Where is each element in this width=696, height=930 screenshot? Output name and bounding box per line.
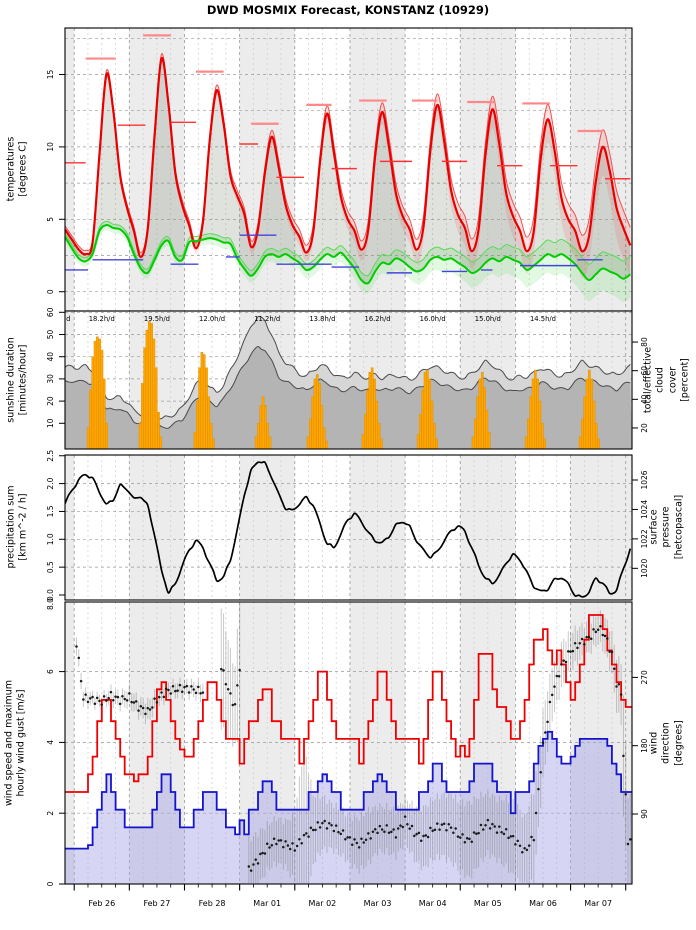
svg-text:2: 2 [46, 811, 55, 816]
svg-text:1022: 1022 [640, 529, 649, 548]
svg-text:2.5: 2.5 [46, 450, 55, 462]
svg-text:8.0: 8.0 [46, 598, 55, 610]
svg-text:14.5h/d: 14.5h/d [530, 315, 556, 323]
svg-text:1020: 1020 [640, 559, 649, 578]
svg-text:0: 0 [46, 881, 55, 886]
svg-text:6: 6 [46, 669, 55, 674]
x-axis: Feb 26 Feb 27 Feb 28 Mar 01 Mar 02 Mar 03 Mar … [73, 884, 627, 908]
svg-text:1026: 1026 [640, 470, 649, 489]
panel-wind: 0 2 4 6 8.0 90 180 270 [46, 598, 649, 887]
svg-text:90: 90 [640, 809, 649, 819]
x-day-label: Mar 07 [584, 899, 612, 908]
svg-text:1.5: 1.5 [46, 505, 55, 517]
svg-text:18.2h/d: 18.2h/d [89, 315, 115, 323]
svg-text:10: 10 [46, 142, 55, 152]
svg-text:30: 30 [46, 374, 55, 384]
svg-text:50: 50 [46, 330, 55, 340]
x-day-label: Feb 26 [88, 899, 115, 908]
svg-text:16.0h/d: 16.0h/d [420, 315, 446, 323]
svg-text:80: 80 [640, 337, 649, 347]
x-day-label: Feb 27 [143, 899, 170, 908]
svg-text:d: d [66, 315, 70, 323]
svg-text:13.8h/d: 13.8h/d [309, 315, 335, 323]
svg-text:20: 20 [640, 423, 649, 433]
x-day-label: Mar 02 [308, 899, 336, 908]
svg-text:5: 5 [46, 217, 55, 222]
svg-text:15.0h/d: 15.0h/d [475, 315, 501, 323]
svg-text:0.0: 0.0 [46, 589, 55, 601]
svg-text:40: 40 [640, 394, 649, 404]
svg-text:20: 20 [46, 396, 55, 406]
svg-text:180: 180 [640, 738, 649, 753]
x-day-label: Mar 06 [529, 899, 557, 908]
svg-text:12.0h/d: 12.0h/d [199, 315, 225, 323]
svg-text:40: 40 [46, 352, 55, 362]
svg-text:10: 10 [46, 418, 55, 428]
panel-sunshine-cloud: d 18.2h/d 19.5h/d 12.0h/d 11.2h/d 13.8h/d 16.2… [46, 307, 649, 450]
x-day-label: Feb 28 [199, 899, 226, 908]
svg-text:60: 60 [46, 307, 55, 317]
svg-text:4: 4 [46, 740, 55, 745]
svg-text:60: 60 [640, 366, 649, 376]
panel-precip-pressure: 0.0 0.5 1.0 1.5 2.0 2.5 1020 1022 1024 1026 [46, 450, 649, 601]
svg-text:15: 15 [46, 70, 55, 80]
svg-text:1024: 1024 [640, 500, 649, 519]
svg-text:1.0: 1.0 [46, 533, 55, 545]
svg-text:270: 270 [640, 670, 649, 685]
svg-text:11.2h/d: 11.2h/d [254, 315, 280, 323]
panel-temperature: 0 5 10 15 [46, 27, 633, 312]
page-title: DWD MOSMIX Forecast, KONSTANZ (10929) [206, 3, 490, 17]
svg-text:0.5: 0.5 [46, 561, 55, 573]
svg-text:16.2h/d: 16.2h/d [365, 315, 391, 323]
x-day-label: Mar 01 [253, 899, 281, 908]
svg-text:19.5h/d: 19.5h/d [144, 315, 170, 323]
svg-text:0: 0 [46, 289, 55, 294]
svg-text:2.0: 2.0 [46, 477, 55, 489]
x-day-label: Mar 05 [474, 899, 502, 908]
x-day-label: Mar 03 [364, 899, 392, 908]
x-day-label: Mar 04 [419, 899, 447, 908]
